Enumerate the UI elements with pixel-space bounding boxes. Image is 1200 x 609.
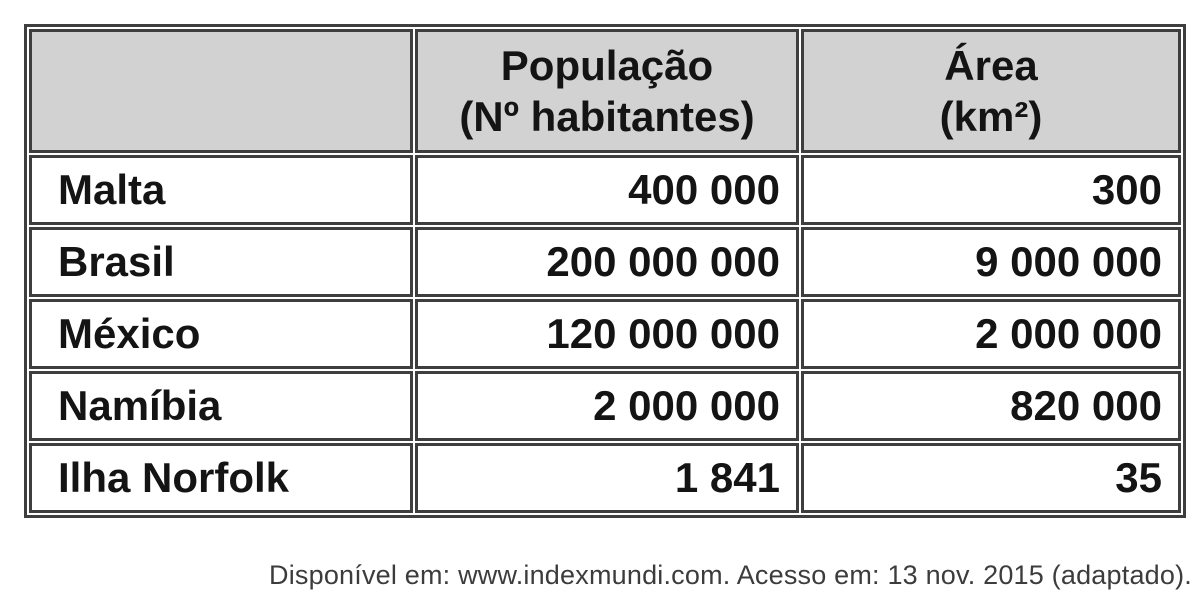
population-value-cell: 2 000 000 [415, 371, 799, 441]
population-value-cell: 200 000 000 [415, 227, 799, 297]
country-name-cell: Malta [29, 155, 413, 225]
population-value-cell: 400 000 [415, 155, 799, 225]
header-area-cell: Área (km²) [801, 29, 1181, 153]
population-value-cell: 120 000 000 [415, 299, 799, 369]
header-population-cell: População (Nº habitantes) [415, 29, 799, 153]
country-name-cell: Ilha Norfolk [29, 443, 413, 513]
population-value-cell: 1 841 [415, 443, 799, 513]
header-area-label: Área [944, 41, 1038, 89]
country-name-cell: Namíbia [29, 371, 413, 441]
area-value-cell: 2 000 000 [801, 299, 1181, 369]
population-area-table: População (Nº habitantes) Área (km²) Mal… [24, 24, 1186, 518]
header-area-sublabel: (km²) [939, 93, 1043, 140]
area-value-cell: 820 000 [801, 371, 1181, 441]
table-row: México 120 000 000 2 000 000 [29, 299, 1181, 369]
source-citation: Disponível em: www.indexmundi.com. Acess… [269, 560, 1192, 590]
area-value-cell: 35 [801, 443, 1181, 513]
table-row: Brasil 200 000 000 9 000 000 [29, 227, 1181, 297]
header-population-label: População [500, 41, 714, 89]
table-row: Ilha Norfolk 1 841 35 [29, 443, 1181, 513]
area-value-cell: 9 000 000 [801, 227, 1181, 297]
area-value-cell: 300 [801, 155, 1181, 225]
header-population-sublabel: (Nº habitantes) [459, 93, 755, 140]
country-name-cell: Brasil [29, 227, 413, 297]
header-country-cell [29, 29, 413, 153]
table-row: Malta 400 000 300 [29, 155, 1181, 225]
header-row: População (Nº habitantes) Área (km²) [29, 29, 1181, 153]
country-name-cell: México [29, 299, 413, 369]
table-row: Namíbia 2 000 000 820 000 [29, 371, 1181, 441]
